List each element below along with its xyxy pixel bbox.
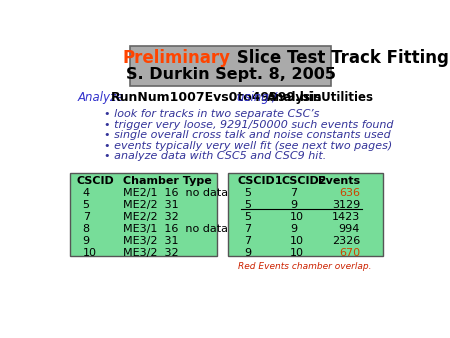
Text: 7: 7 <box>244 224 251 234</box>
Text: 636: 636 <box>339 188 360 198</box>
Text: 9: 9 <box>244 248 251 258</box>
FancyBboxPatch shape <box>228 173 383 256</box>
Text: ME3/2  31: ME3/2 31 <box>123 236 178 246</box>
Text: S. Durkin Sept. 8, 2005: S. Durkin Sept. 8, 2005 <box>126 67 336 82</box>
Text: 5: 5 <box>244 188 251 198</box>
Text: 994: 994 <box>339 224 360 234</box>
Text: 8: 8 <box>83 224 90 234</box>
Text: 7: 7 <box>83 212 90 222</box>
Text: 2326: 2326 <box>332 236 360 246</box>
Text: 10: 10 <box>83 248 97 258</box>
Text: Chamber Type: Chamber Type <box>123 176 212 187</box>
Text: • analyze data with CSC5 and CSC9 hit.: • analyze data with CSC5 and CSC9 hit. <box>104 151 327 161</box>
Text: ME3/1  16  no data: ME3/1 16 no data <box>123 224 228 234</box>
Text: AnalysisUtilities: AnalysisUtilities <box>267 91 374 104</box>
Text: 5: 5 <box>83 200 90 210</box>
Text: CSCID2: CSCID2 <box>281 176 327 187</box>
Text: ME3/2  32: ME3/2 32 <box>123 248 179 258</box>
Text: Events: Events <box>318 176 360 187</box>
Text: • look for tracks in two separate CSC’s: • look for tracks in two separate CSC’s <box>104 110 320 119</box>
Text: 5: 5 <box>244 200 251 210</box>
Text: 670: 670 <box>339 248 360 258</box>
Text: 9: 9 <box>290 200 297 210</box>
Text: • single overall cross talk and noise constants used: • single overall cross talk and noise co… <box>104 130 391 140</box>
Text: CSCID: CSCID <box>76 176 114 187</box>
Text: ME2/2  32: ME2/2 32 <box>123 212 179 222</box>
Text: using /: using / <box>237 91 276 104</box>
Text: 10: 10 <box>290 212 304 222</box>
Text: 9: 9 <box>83 236 90 246</box>
Text: ME2/1  16  no data: ME2/1 16 no data <box>123 188 228 198</box>
Text: ME2/2  31: ME2/2 31 <box>123 200 179 210</box>
Text: RunNum1007Evs0to49999.bin: RunNum1007Evs0to49999.bin <box>111 91 323 104</box>
Text: 7: 7 <box>290 188 297 198</box>
Text: 5: 5 <box>244 212 251 222</box>
FancyBboxPatch shape <box>70 173 217 256</box>
Text: CSCID1: CSCID1 <box>238 176 283 187</box>
Text: Slice Test Track Fitting: Slice Test Track Fitting <box>230 49 449 67</box>
Text: • events typically very well fit (see next two pages): • events typically very well fit (see ne… <box>104 141 392 151</box>
Text: Analyze: Analyze <box>77 91 127 104</box>
Text: 10: 10 <box>290 248 304 258</box>
Text: 1423: 1423 <box>332 212 360 222</box>
FancyBboxPatch shape <box>130 46 331 86</box>
Text: 9: 9 <box>290 224 297 234</box>
Text: Red Events chamber overlap.: Red Events chamber overlap. <box>238 262 371 271</box>
Text: 7: 7 <box>244 236 251 246</box>
Text: 3129: 3129 <box>332 200 360 210</box>
Text: • trigger very loose, 9291/50000 such events found: • trigger very loose, 9291/50000 such ev… <box>104 120 394 130</box>
Text: 4: 4 <box>83 188 90 198</box>
Text: 10: 10 <box>290 236 304 246</box>
Text: Preliminary: Preliminary <box>122 49 230 67</box>
